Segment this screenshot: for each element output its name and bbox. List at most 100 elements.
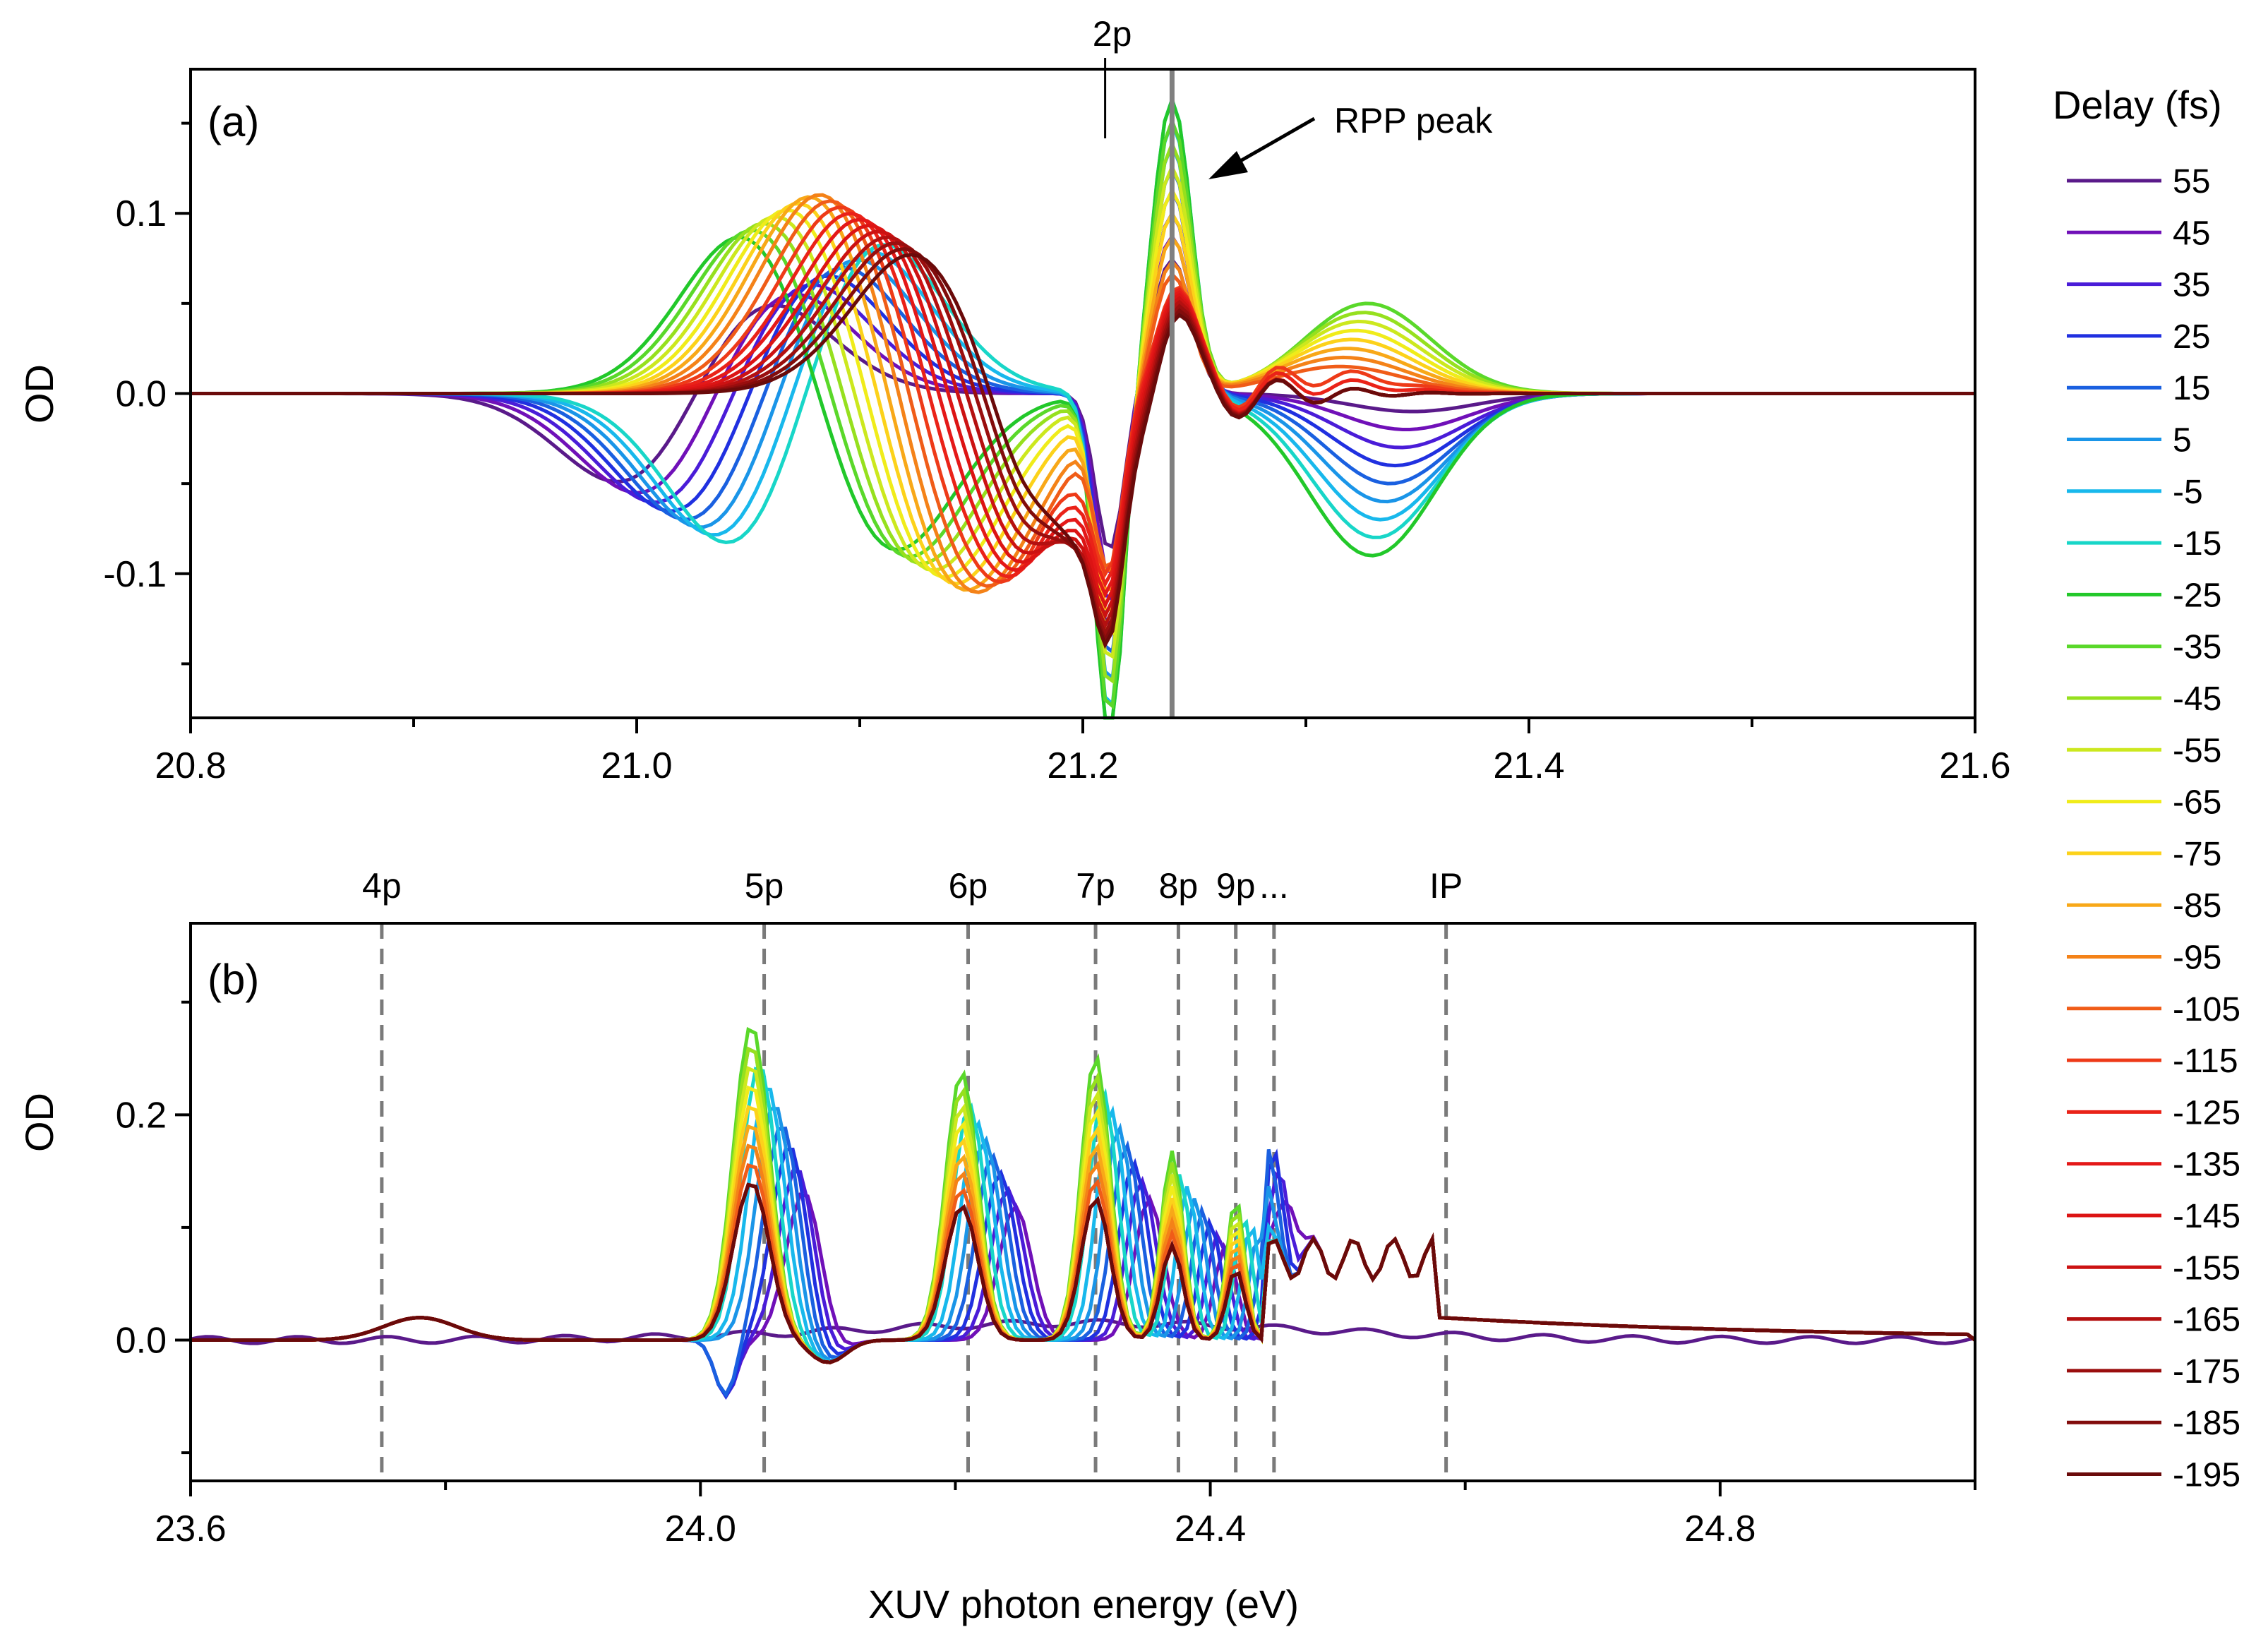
legend-label: -175 xyxy=(2173,1353,2240,1391)
legend-entry: -155 xyxy=(2067,1249,2240,1287)
series-line--35 xyxy=(191,116,1975,710)
legend-label: -155 xyxy=(2173,1249,2240,1287)
level-label: 9p xyxy=(1216,866,1256,906)
2p-level-label: 2p xyxy=(1093,14,1132,54)
legend-label: -95 xyxy=(2173,939,2221,977)
panel-a-y-ticks: -0.1 0.0 0.1 xyxy=(103,121,191,666)
legend-entry: -65 xyxy=(2067,784,2221,822)
y-tick-label: 0.0 xyxy=(116,1321,167,1362)
panel-b: 4p 5p 6p 7p 8p 9p... IP 23.6 24.0 24.4 24.8 0.00.… xyxy=(17,866,1976,1626)
legend-label: -15 xyxy=(2173,525,2221,563)
legend-entry: -175 xyxy=(2067,1353,2240,1391)
legend-entry: -95 xyxy=(2067,939,2221,977)
series-line--25 xyxy=(191,94,1975,720)
x-tick-label: 20.8 xyxy=(155,745,226,786)
series-line--45 xyxy=(191,139,1975,685)
legend-label: -75 xyxy=(2173,836,2221,873)
legend-entry: -115 xyxy=(2067,1043,2238,1080)
legend-entry: 45 xyxy=(2067,215,2210,252)
legend-title: Delay (fs) xyxy=(2053,83,2222,127)
legend-label: -145 xyxy=(2173,1198,2240,1235)
legend-entry: -165 xyxy=(2067,1302,2240,1339)
panel-b-y-axis-label: OD xyxy=(17,1093,61,1152)
series-line-5 xyxy=(191,140,1975,682)
y-tick-label: 0.0 xyxy=(116,374,167,415)
x-tick-label: 24.0 xyxy=(665,1508,736,1549)
legend-entry: -25 xyxy=(2067,577,2221,614)
legend-entry: -135 xyxy=(2067,1146,2240,1184)
legend-label: -185 xyxy=(2173,1405,2240,1442)
x-tick-label: 21.2 xyxy=(1047,745,1118,786)
legend-entry: 55 xyxy=(2067,163,2210,200)
legend-entry: 25 xyxy=(2067,318,2210,356)
legend-entry: -45 xyxy=(2067,680,2221,718)
legend-label: -65 xyxy=(2173,784,2221,822)
panel-b-curves xyxy=(190,1026,1976,1400)
y-tick-label: 0.2 xyxy=(116,1095,167,1136)
legend-label: -135 xyxy=(2173,1146,2240,1184)
legend-entry: -35 xyxy=(2067,629,2221,666)
x-tick-label: 21.6 xyxy=(1939,745,2010,786)
series-line--15 xyxy=(191,94,1975,720)
legend-label: 45 xyxy=(2173,215,2210,252)
legend-label: 55 xyxy=(2173,163,2210,200)
legend-label: -115 xyxy=(2173,1043,2238,1080)
series-line--55 xyxy=(191,162,1975,659)
level-label: IP xyxy=(1429,866,1463,906)
legend-entry: -125 xyxy=(2067,1094,2240,1131)
legend-label: 15 xyxy=(2173,370,2210,407)
panel-b-level-lines: 4p 5p 6p 7p 8p 9p... IP xyxy=(362,866,1463,1481)
legend: Delay (fs) 55 45 35 25 15 5 -5 -15 -25 -35 -45 -55 -… xyxy=(2053,83,2240,1494)
x-tick-label: 21.0 xyxy=(601,745,672,786)
legend-label: 35 xyxy=(2173,267,2210,304)
x-tick-label: 24.8 xyxy=(1684,1508,1756,1549)
series-line--5 xyxy=(191,116,1975,709)
legend-label: -85 xyxy=(2173,887,2221,925)
legend-label: -195 xyxy=(2173,1457,2240,1494)
legend-entry: -55 xyxy=(2067,732,2221,769)
legend-label: -165 xyxy=(2173,1302,2240,1339)
x-tick-label: 21.4 xyxy=(1493,745,1564,786)
panel-b-y-ticks: 0.0 0.2 xyxy=(116,1000,191,1455)
panel-b-x-ticks: 23.6 24.0 24.4 24.8 xyxy=(155,1481,1976,1549)
level-label: 6p xyxy=(949,866,988,906)
legend-entry: 35 xyxy=(2067,267,2210,304)
panel-a-x-ticks: 20.8 21.0 21.2 21.4 21.6 xyxy=(155,718,2011,786)
level-label: 8p xyxy=(1159,866,1199,906)
legend-label: -5 xyxy=(2173,474,2203,511)
legend-label: 25 xyxy=(2173,318,2210,356)
legend-label: -35 xyxy=(2173,629,2221,666)
y-tick-label: 0.1 xyxy=(116,193,167,234)
level-label: 7p xyxy=(1076,866,1115,906)
rpp-peak-label: RPP peak xyxy=(1334,101,1493,140)
legend-entry: -85 xyxy=(2067,887,2221,925)
legend-entry: -75 xyxy=(2067,836,2221,873)
series-line-15 xyxy=(191,163,1975,656)
x-tick-label: 23.6 xyxy=(155,1508,226,1549)
x-tick-label: 24.4 xyxy=(1175,1508,1246,1549)
legend-label: 5 xyxy=(2173,422,2192,460)
series-line--195 xyxy=(191,253,1975,649)
legend-label: -105 xyxy=(2173,991,2240,1028)
panel-a: 20.8 21.0 21.2 21.4 21.6 -0.1 0.0 0.1 (a) OD 2… xyxy=(17,14,2011,786)
panel-b-label: (b) xyxy=(208,956,259,1003)
series-line-45 xyxy=(191,233,1975,576)
legend-entries: 55 45 35 25 15 5 -5 -15 -25 -35 -45 -55 -65 -75 -85 -95… xyxy=(2067,163,2240,1494)
legend-entry: -5 xyxy=(2067,474,2203,511)
rpp-peak-arrow xyxy=(1208,116,1316,179)
legend-label: -25 xyxy=(2173,577,2221,614)
panel-b-x-axis-label: XUV photon energy (eV) xyxy=(868,1582,1299,1626)
level-label: 4p xyxy=(362,866,402,906)
legend-entry: -185 xyxy=(2067,1405,2240,1442)
panel-a-curves xyxy=(191,94,1975,720)
legend-entry: -15 xyxy=(2067,525,2221,563)
panel-a-label: (a) xyxy=(208,98,259,145)
level-label: 5p xyxy=(745,866,784,906)
legend-entry: -105 xyxy=(2067,991,2240,1028)
legend-label: -55 xyxy=(2173,732,2221,769)
y-tick-label: -0.1 xyxy=(103,554,167,595)
panel-b-frame xyxy=(189,922,1976,1482)
legend-entry: 15 xyxy=(2067,370,2210,407)
panel-a-y-axis-label: OD xyxy=(17,364,61,424)
